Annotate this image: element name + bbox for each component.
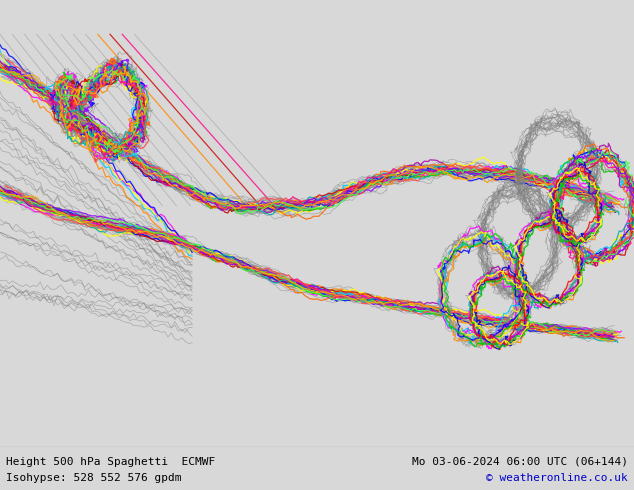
Text: Mo 03-06-2024 06:00 UTC (06+144): Mo 03-06-2024 06:00 UTC (06+144) xyxy=(411,457,628,467)
Text: Height 500 hPa Spaghetti  ECMWF: Height 500 hPa Spaghetti ECMWF xyxy=(6,457,216,467)
Text: Isohypse: 528 552 576 gpdm: Isohypse: 528 552 576 gpdm xyxy=(6,473,182,483)
Text: © weatheronline.co.uk: © weatheronline.co.uk xyxy=(486,473,628,483)
